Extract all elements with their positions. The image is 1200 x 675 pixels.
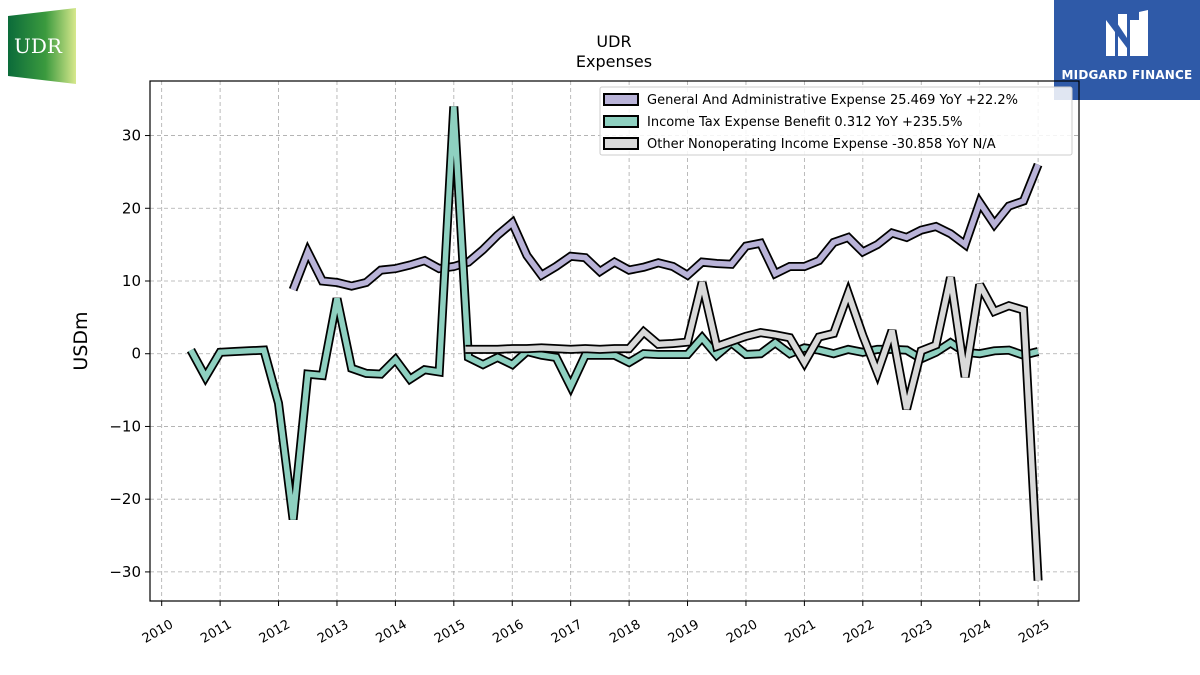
series-2-outline bbox=[465, 276, 1043, 581]
y-tick-label: −10 bbox=[109, 417, 141, 435]
x-tick-label: 2024 bbox=[958, 617, 994, 647]
x-tick-label: 2012 bbox=[257, 617, 293, 647]
chart-title: UDR bbox=[596, 32, 631, 51]
legend-label-1: Income Tax Expense Benefit 0.312 YoY +23… bbox=[647, 115, 962, 130]
legend-swatch-2 bbox=[603, 137, 639, 150]
x-axis-ticks: 2010 2011 2012 2013 2014 2015 2016 2017 2018 2019… bbox=[140, 601, 1052, 647]
udr-logo: UDR bbox=[8, 8, 76, 84]
chart-subtitle: Expenses bbox=[576, 52, 652, 71]
legend-label-2: Other Nonoperating Income Expense -30.85… bbox=[647, 137, 996, 152]
legend-swatch-1 bbox=[603, 115, 639, 128]
x-tick-label: 2014 bbox=[374, 617, 410, 647]
series-0-line bbox=[290, 163, 1041, 291]
x-tick-label: 2021 bbox=[783, 617, 819, 647]
y-tick-label: 20 bbox=[122, 199, 141, 217]
midgard-logo-mark bbox=[1106, 10, 1148, 56]
x-tick-label: 2023 bbox=[899, 617, 935, 647]
udr-logo-text: UDR bbox=[14, 34, 63, 58]
plot-frame bbox=[149, 80, 1080, 602]
x-tick-label: 2015 bbox=[432, 617, 468, 647]
midgard-logo-text: MIDGARD FINANCE bbox=[1061, 68, 1193, 82]
legend-box bbox=[599, 86, 1073, 156]
series-lines bbox=[186, 106, 1043, 581]
legend: General And Administrative Expense 25.46… bbox=[599, 86, 1073, 156]
y-tick-label: −30 bbox=[109, 563, 141, 581]
x-tick-label: 2025 bbox=[1016, 617, 1052, 647]
legend-swatch-0 bbox=[603, 93, 639, 106]
x-tick-label: 2019 bbox=[666, 617, 702, 647]
udr-logo-graphic: UDR bbox=[8, 8, 76, 84]
legend-label-0: General And Administrative Expense 25.46… bbox=[647, 93, 1018, 108]
y-tick-label: 10 bbox=[122, 272, 141, 290]
series-1-outline bbox=[186, 106, 1040, 521]
series-1-line bbox=[188, 106, 1039, 520]
midgard-finance-logo: MIDGARD FINANCE bbox=[1054, 0, 1200, 100]
x-tick-label: 2011 bbox=[198, 617, 234, 647]
y-tick-label: −20 bbox=[109, 490, 141, 508]
series-2-line bbox=[465, 276, 1041, 581]
x-tick-label: 2017 bbox=[549, 617, 585, 647]
x-tick-label: 2020 bbox=[724, 617, 760, 647]
x-tick-label: 2013 bbox=[315, 617, 351, 647]
x-tick-label: 2016 bbox=[490, 617, 526, 647]
x-tick-label: 2022 bbox=[841, 617, 877, 647]
y-axis-label: USDm bbox=[70, 311, 92, 370]
y-axis-ticks: −30 −20 −10 0 10 20 30 bbox=[109, 127, 150, 581]
x-tick-label: 2010 bbox=[140, 617, 176, 647]
y-tick-label: 0 bbox=[131, 345, 141, 363]
y-tick-label: 30 bbox=[122, 127, 141, 145]
x-tick-label: 2018 bbox=[607, 617, 643, 647]
